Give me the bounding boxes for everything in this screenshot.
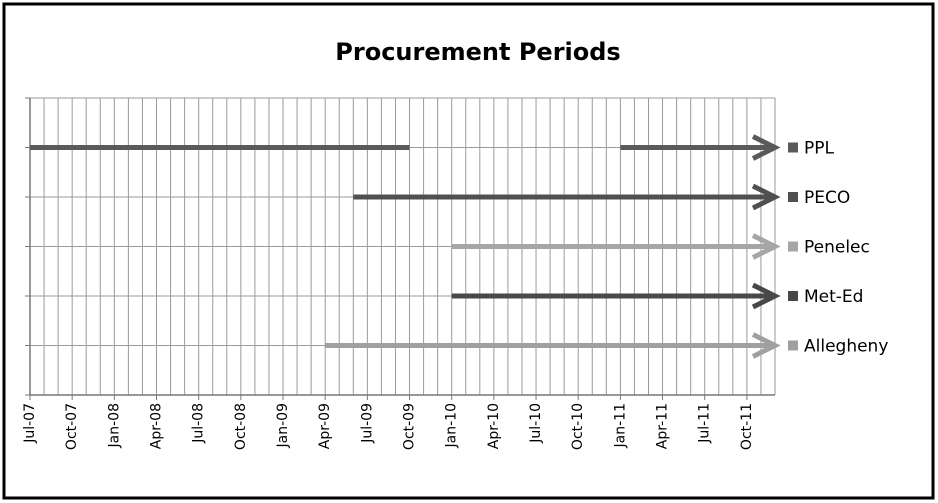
legend-label: Met-Ed	[804, 287, 863, 307]
legend-swatch	[788, 340, 798, 351]
x-tick-label: Jul-10	[528, 403, 544, 444]
x-tick-label: Apr-08	[149, 403, 165, 449]
x-tick-label: Jul-07	[22, 403, 38, 444]
legend-label: Allegheny	[804, 337, 888, 357]
x-tick-label: Jan-08	[106, 403, 122, 448]
x-tick-label: Jan-10	[444, 403, 460, 448]
legend-swatch	[788, 241, 798, 252]
chart-title: Procurement Periods	[335, 38, 620, 66]
legend-swatch	[788, 192, 798, 202]
legend-swatch	[788, 142, 798, 153]
arrow-head	[751, 233, 781, 260]
x-tick-label: Jan-11	[612, 403, 628, 448]
x-tick-label: Jul-08	[191, 403, 207, 444]
arrow-head	[751, 134, 781, 161]
x-tick-label: Apr-10	[486, 403, 502, 449]
x-tick-label: Oct-09	[402, 403, 418, 450]
x-tick-label: Jul-09	[359, 403, 375, 444]
x-tick-label: Jan-09	[275, 403, 291, 448]
x-tick-label: Jul-11	[697, 403, 713, 444]
arrow-head	[751, 183, 781, 211]
x-tick-label: Oct-10	[570, 403, 586, 450]
legend-swatch	[788, 291, 798, 301]
x-tick-label: Apr-09	[317, 403, 333, 449]
x-tick-label: Oct-11	[739, 403, 755, 450]
x-tick-label: Apr-11	[655, 403, 671, 449]
x-tick-label: Oct-08	[233, 403, 249, 450]
legend-label: PECO	[804, 188, 850, 208]
arrow-head	[751, 282, 781, 310]
legend-label: Penelec	[804, 238, 870, 258]
legend-label: PPL	[804, 139, 835, 159]
arrow-head	[751, 332, 781, 359]
x-tick-label: Oct-07	[64, 403, 80, 450]
